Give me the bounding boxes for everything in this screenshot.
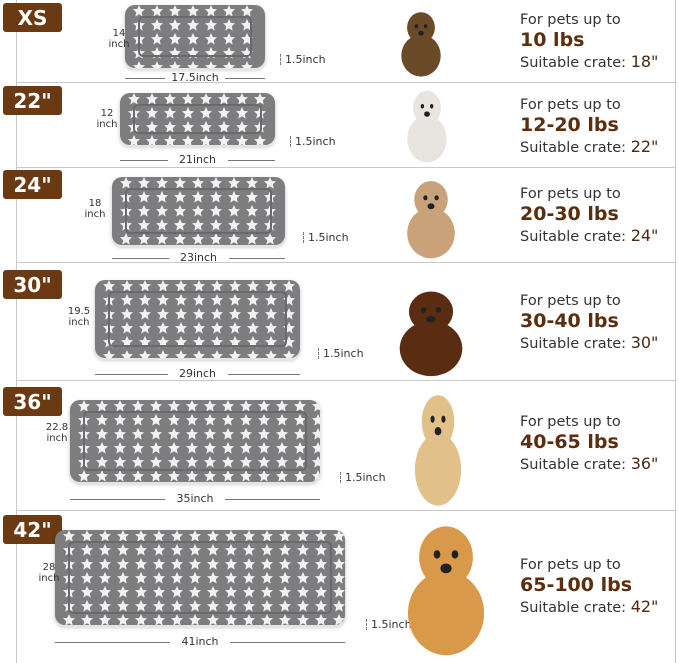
width-label: 21inch (167, 154, 228, 165)
weight-value: 65-100 lbs (520, 574, 633, 596)
mat-image (55, 530, 345, 625)
crate-value: 18" (630, 52, 659, 71)
row-divider (16, 167, 675, 168)
crate-value: 36" (630, 454, 659, 473)
width-label: 17.5inch (165, 72, 225, 83)
width-label: 29inch (167, 368, 228, 379)
length-unit: inch (108, 39, 130, 50)
row-divider (16, 262, 675, 263)
row-divider (16, 82, 675, 83)
golden-retriever-standing-icon (404, 388, 472, 508)
length-unit: inch (84, 209, 106, 220)
pets-up-to-label: For pets up to (520, 293, 621, 309)
mat-image (120, 93, 275, 145)
thickness-label: 1.5inch (290, 136, 336, 147)
crate-value: 42" (630, 597, 659, 616)
pets-up-to-label: For pets up to (520, 414, 621, 430)
right-border (675, 0, 676, 663)
pets-up-to-label: For pets up to (520, 186, 621, 202)
mat-image (95, 280, 300, 358)
size-badge: 30" (3, 270, 62, 299)
weight-value: 10 lbs (520, 29, 585, 51)
width-label: 23inch (168, 252, 229, 263)
suitable-crate: Suitable crate: 36" (520, 454, 658, 473)
french-bulldog-icon (396, 176, 466, 260)
length-unit: inch (96, 119, 118, 130)
thickness-label: 1.5inch (340, 472, 386, 483)
length-value: 28 (42, 562, 56, 573)
pet-info: For pets up to 10 lbs Suitable crate: 18" (520, 12, 658, 71)
length-label: 14 inch (104, 28, 134, 50)
thickness-label: 1.5inch (280, 54, 326, 65)
crate-label: Suitable crate: (520, 600, 631, 616)
left-border (16, 0, 17, 663)
length-value: 19.5 (67, 306, 91, 317)
dachshund-icon (385, 286, 477, 378)
pet-info: For pets up to 40-65 lbs Suitable crate: 3… (520, 414, 658, 473)
suitable-crate: Suitable crate: 42" (520, 597, 658, 616)
crate-value: 24" (630, 226, 659, 245)
yorkie-puppy-icon (392, 8, 450, 78)
length-unit: inch (46, 433, 68, 444)
mat-image (112, 177, 285, 245)
pets-up-to-label: For pets up to (520, 97, 621, 113)
pets-up-to-label: For pets up to (520, 12, 621, 28)
length-value: 14 (112, 28, 126, 39)
suitable-crate: Suitable crate: 30" (520, 333, 658, 352)
size-badge: 22" (3, 86, 62, 115)
length-value: 18 (88, 198, 102, 209)
row-divider (16, 510, 675, 511)
crate-value: 30" (630, 333, 659, 352)
suitable-crate: Suitable crate: 24" (520, 226, 658, 245)
weight-value: 30-40 lbs (520, 310, 619, 332)
length-label: 19.5 inch (64, 306, 94, 328)
pet-info: For pets up to 20-30 lbs Suitable crate: 2… (520, 186, 658, 245)
size-badge: 42" (3, 515, 62, 544)
length-label: 28 inch (34, 562, 64, 584)
crate-label: Suitable crate: (520, 140, 631, 156)
length-label: 18 inch (80, 198, 110, 220)
mat-image (125, 5, 265, 68)
suitable-crate: Suitable crate: 18" (520, 52, 658, 71)
width-label: 41inch (170, 636, 230, 647)
crate-label: Suitable crate: (520, 336, 631, 352)
thickness-label: 1.5inch (318, 348, 364, 359)
crate-label: Suitable crate: (520, 55, 631, 71)
ragdoll-cat-icon (398, 86, 456, 164)
crate-value: 22" (630, 137, 659, 156)
size-badge: XS (3, 3, 62, 32)
length-label: 12 inch (92, 108, 122, 130)
crate-label: Suitable crate: (520, 229, 631, 245)
pets-up-to-label: For pets up to (520, 557, 621, 573)
size-badge: 36" (3, 387, 62, 416)
thickness-label: 1.5inch (303, 232, 349, 243)
width-label: 35inch (165, 493, 225, 504)
length-unit: inch (38, 573, 60, 584)
weight-value: 12-20 lbs (520, 114, 619, 136)
size-badge: 24" (3, 170, 62, 199)
golden-retriever-lying-icon (390, 518, 502, 658)
suitable-crate: Suitable crate: 22" (520, 137, 658, 156)
length-value: 12 (100, 108, 114, 119)
pet-info: For pets up to 12-20 lbs Suitable crate: 2… (520, 97, 658, 156)
weight-value: 20-30 lbs (520, 203, 619, 225)
length-unit: inch (68, 317, 90, 328)
length-label: 22.8 inch (42, 422, 72, 444)
row-divider (16, 380, 675, 381)
thickness-label: 1.5inch (366, 619, 412, 630)
crate-label: Suitable crate: (520, 457, 631, 473)
pet-info: For pets up to 65-100 lbs Suitable crate: … (520, 557, 658, 616)
mat-image (70, 400, 320, 482)
pet-info: For pets up to 30-40 lbs Suitable crate: 3… (520, 293, 658, 352)
weight-value: 40-65 lbs (520, 431, 619, 453)
length-value: 22.8 (45, 422, 69, 433)
